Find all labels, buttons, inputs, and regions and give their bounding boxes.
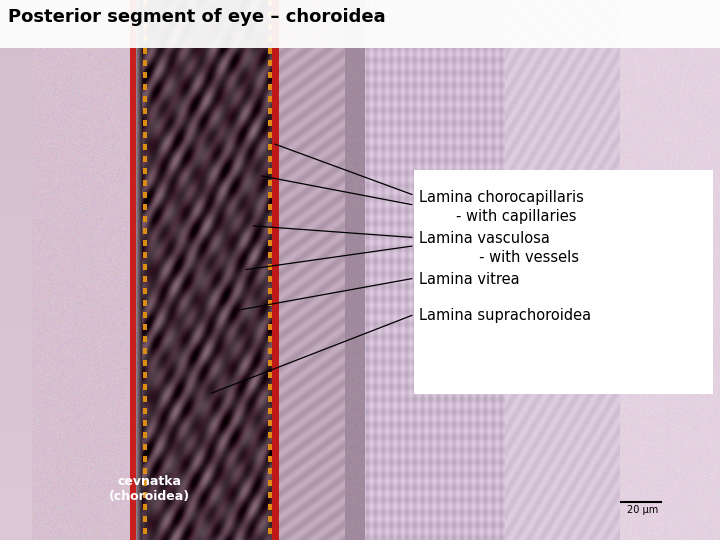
Text: Lamina vasculosa: Lamina vasculosa	[419, 231, 550, 246]
Text: Lamina chorocapillaris: Lamina chorocapillaris	[419, 190, 584, 205]
Text: Lamina vitrea: Lamina vitrea	[419, 272, 520, 287]
Bar	[0, 0, 720, 48]
Text: - with capillaries: - with capillaries	[419, 208, 577, 224]
Text: cevnatka
(choroidea): cevnatka (choroidea)	[109, 475, 189, 503]
Text: 20 μm: 20 μm	[627, 505, 659, 515]
Text: Lamina suprachoroidea: Lamina suprachoroidea	[419, 308, 591, 323]
Bar	[414, 170, 713, 394]
Text: Posterior segment of eye – choroidea: Posterior segment of eye – choroidea	[8, 8, 386, 26]
Text: - with vessels: - with vessels	[419, 250, 579, 265]
